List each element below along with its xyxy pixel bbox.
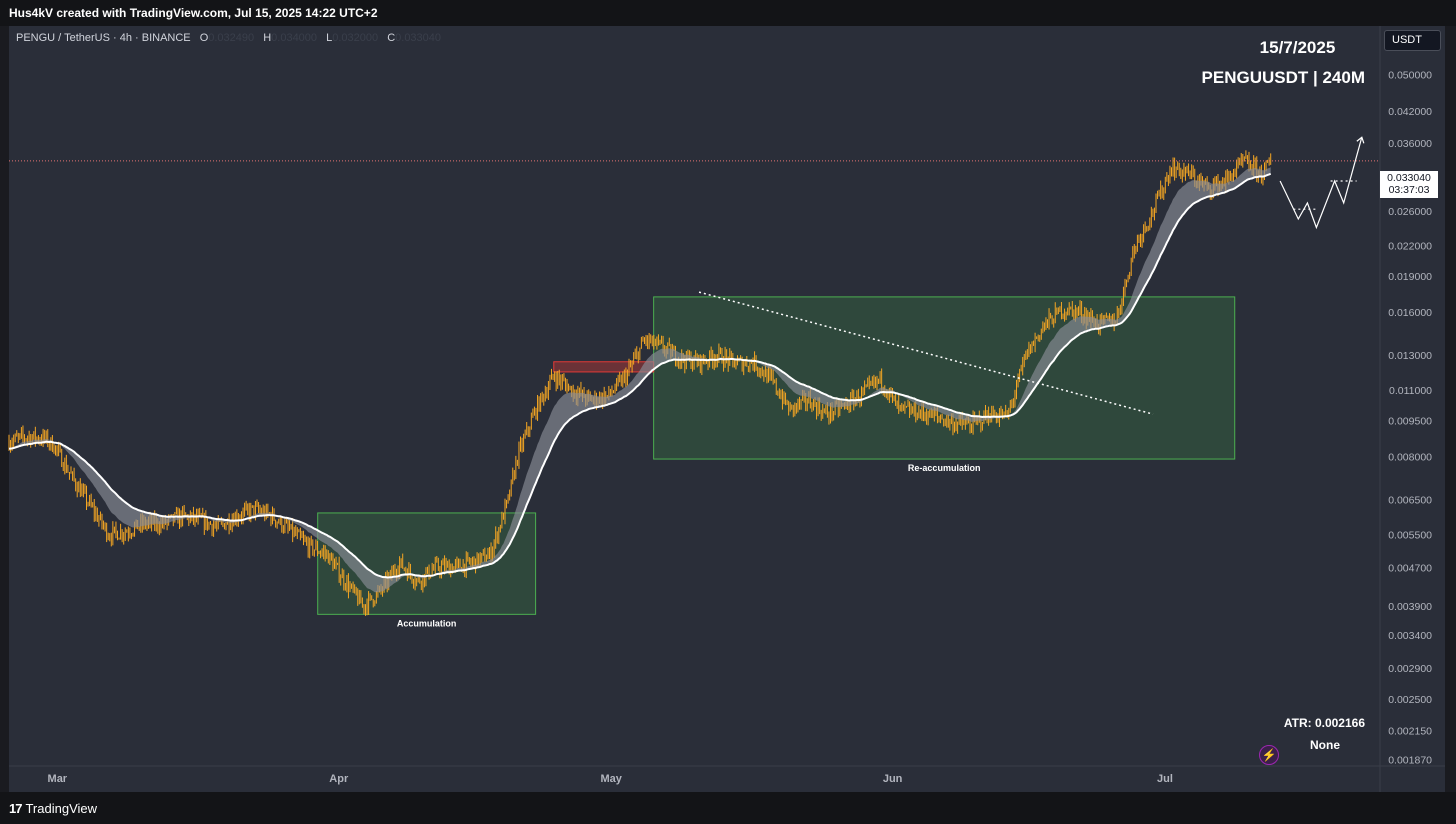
projection-arrow (1356, 136, 1365, 144)
currency-selector[interactable]: USDT (1384, 30, 1441, 51)
current-price-tag: 0.033040 03:37:03 (1380, 171, 1438, 198)
high-label: H (263, 32, 272, 44)
y-tick-label: 0.036000 (1388, 138, 1432, 150)
zone-label-accumulation: Accumulation (397, 618, 457, 628)
currency-label: USDT (1392, 34, 1422, 46)
y-tick-label: 0.011000 (1389, 385, 1432, 397)
y-tick-label: 0.001870 (1388, 754, 1432, 766)
y-tick-label: 0.002150 (1388, 725, 1432, 737)
x-tick-label: Mar (48, 773, 68, 785)
y-tick-label: 0.026000 (1388, 206, 1432, 218)
ema-line (8, 172, 1272, 579)
y-tick-label: 0.006500 (1388, 495, 1432, 507)
symbol-name[interactable]: PENGU / TetherUS · 4h · BINANCE (16, 32, 191, 44)
tradingview-logo[interactable]: 17 TradingView (9, 800, 97, 816)
y-tick-label: 0.005500 (1388, 530, 1432, 542)
ema-band (9, 167, 1271, 593)
y-tick-label: 0.004700 (1388, 562, 1432, 574)
bar-countdown: 03:37:03 (1388, 184, 1430, 196)
overlay-title: 15/7/2025 PENGUUSDT | 240M (1200, 38, 1365, 88)
x-tick-label: Apr (329, 773, 349, 785)
indicator-value: None (1310, 738, 1340, 752)
y-tick-label: 0.009500 (1388, 416, 1432, 428)
symbol-legend: PENGU / TetherUS · 4h · BINANCE O0.03249… (16, 32, 441, 44)
projection-path (1279, 137, 1363, 230)
y-tick-label: 0.002500 (1388, 694, 1432, 706)
high-value: 0.034000 (271, 32, 318, 44)
low-label: L (326, 32, 333, 44)
y-tick-label: 0.016000 (1388, 307, 1432, 319)
zone-label-re-accumulation: Re-accumulation (908, 463, 981, 473)
y-tick-label: 0.013000 (1388, 350, 1432, 362)
overlay-symbol-timeframe: PENGUUSDT | 240M (1201, 68, 1365, 87)
zone-re-accumulation (653, 296, 1236, 460)
y-tick-label: 0.008000 (1388, 451, 1432, 463)
y-tick-label: 0.042000 (1388, 106, 1432, 118)
lightning-icon[interactable]: ⚡ (1259, 745, 1279, 765)
y-tick-label: 0.003400 (1388, 630, 1432, 642)
trendline (698, 291, 1154, 415)
attribution-bar: Hus4kV created with TradingView.com, Jul… (0, 0, 1456, 26)
attribution-text: Hus4kV created with TradingView.com, Jul… (9, 6, 378, 20)
atr-readout: ATR: 0.002166 (1283, 716, 1365, 730)
tradingview-logo-icon: 17 (9, 800, 23, 816)
tradingview-brand: TradingView (25, 800, 98, 816)
footer-bar (0, 792, 1456, 824)
y-tick-label: 0.019000 (1388, 271, 1432, 283)
y-tick-label: 0.002900 (1388, 663, 1432, 675)
y-tick-label: 0.003900 (1388, 601, 1432, 613)
x-tick-label: Jun (883, 773, 903, 785)
current-price-value: 0.033040 (1387, 172, 1431, 184)
y-tick-label: 0.022000 (1388, 241, 1432, 253)
x-tick-label: Jul (1157, 773, 1173, 785)
overlay-date: 15/7/2025 (1259, 38, 1336, 57)
open-label: O (199, 32, 209, 44)
open-value: 0.032490 (208, 32, 255, 44)
close-label: C (387, 32, 396, 44)
low-value: 0.032000 (332, 32, 379, 44)
close-value: 0.033040 (395, 32, 442, 44)
x-tick-label: May (600, 773, 622, 785)
y-tick-label: 0.050000 (1388, 70, 1432, 82)
